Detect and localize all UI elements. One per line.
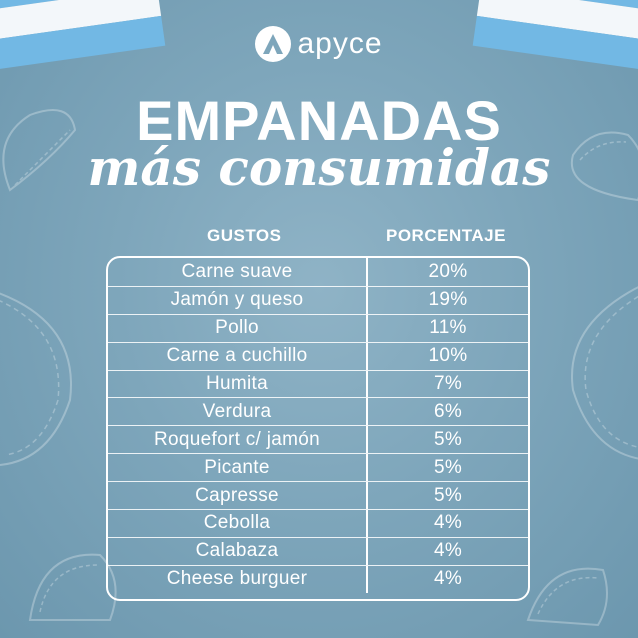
flavor-cell: Capresse <box>108 482 368 510</box>
percent-cell: 5% <box>433 428 463 450</box>
empanada-illustration <box>526 567 608 627</box>
brand-logo: apyce <box>0 26 638 62</box>
flavor-cell: Cheese burguer <box>108 565 368 593</box>
empanada-illustration <box>28 553 117 621</box>
table-row: Roquefort c/ jamón 5% <box>108 425 528 454</box>
table-row: Cebolla 4% <box>108 509 528 537</box>
percent-cell: 20% <box>428 260 468 282</box>
flavor-cell: Carne a cuchillo <box>108 342 368 370</box>
column-header-gustos: GUSTOS <box>207 226 282 245</box>
column-header-porcentaje: PORCENTAJE <box>386 226 506 245</box>
empanada-illustration <box>571 286 638 460</box>
percent-cell: 7% <box>433 373 463 394</box>
flavor-cell: Pollo <box>108 314 368 342</box>
table-row: Capresse 5% <box>108 481 528 510</box>
flavor-cell: Calabaza <box>108 537 368 565</box>
brand-name: apyce <box>297 27 383 60</box>
empanada-illustration <box>2 109 77 192</box>
flavors-table: Carne suave 20% Jamón y queso 19% Pollo … <box>106 256 530 601</box>
table-row: Cheese burguer 4% <box>108 564 528 593</box>
percent-cell: 10% <box>428 345 468 367</box>
table-row: Jamón y queso 19% <box>108 285 528 314</box>
percent-cell: 4% <box>433 540 463 562</box>
table-row: Verdura 6% <box>108 397 528 426</box>
percent-cell: 4% <box>433 568 463 590</box>
percent-cell: 11% <box>429 317 467 339</box>
flavor-cell: Jamón y queso <box>108 286 368 314</box>
percent-cell: 5% <box>433 456 463 478</box>
table-row: Carne suave 20% <box>108 258 528 286</box>
flavor-cell: Carne suave <box>108 258 368 286</box>
flavor-cell: Verdura <box>108 398 368 426</box>
percent-cell: 19% <box>428 289 468 311</box>
empanada-illustration <box>0 292 72 466</box>
empanada-illustration <box>570 131 638 202</box>
table-row: Calabaza 4% <box>108 536 528 565</box>
table-row: Carne a cuchillo 10% <box>108 341 528 370</box>
percent-cell: 6% <box>433 400 463 422</box>
flavor-cell: Humita <box>108 370 368 398</box>
page-subtitle: más consumidas <box>87 138 551 197</box>
table-row: Picante 5% <box>108 453 528 482</box>
table-row: Humita 7% <box>108 369 528 398</box>
apyce-logo-icon <box>255 26 292 62</box>
flavor-cell: Cebolla <box>108 510 368 537</box>
page-title: EMPANADAS <box>136 89 502 152</box>
table-row: Pollo 11% <box>108 313 528 342</box>
percent-cell: 5% <box>433 484 463 506</box>
flavor-cell: Roquefort c/ jamón <box>108 426 368 454</box>
percent-cell: 4% <box>433 512 463 534</box>
flavor-cell: Picante <box>108 454 368 482</box>
